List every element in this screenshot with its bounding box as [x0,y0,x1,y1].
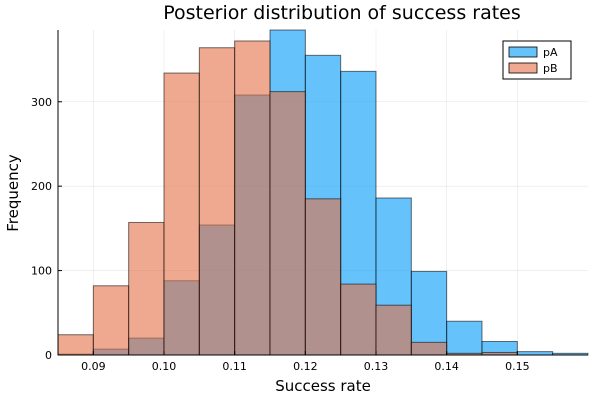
legend: pA pB [502,40,572,80]
bar-pB-4 [198,47,236,356]
tick-labels: 0.09 0.10 0.11 0.12 0.13 0.14 0.15 0 100 200 300 [31,96,530,373]
y-tick-label: 200 [31,180,52,193]
y-axis-label: Frequency [4,154,22,232]
x-tick-label: 0.11 [222,360,247,373]
y-tick-label: 300 [31,96,52,109]
bar-pB-1 [92,285,130,356]
x-tick-label: 0.12 [293,360,318,373]
bar-pB-10 [410,341,448,356]
bar-pB-3 [163,72,200,356]
bar-pB-5 [234,40,271,356]
histogram-bars [57,29,589,356]
x-tick-label: 0.10 [152,360,177,373]
axes [57,30,588,356]
legend-label-pA: pA [543,46,558,59]
legend-swatch-pB [508,62,538,74]
legend-swatch-pA [508,46,538,58]
x-axis-label: Success rate [275,377,371,395]
x-tick-label: 0.15 [505,360,530,373]
legend-label-pB: pB [543,62,558,75]
bar-pA-13 [516,351,554,356]
chart-title: Posterior distribution of success rates [163,2,521,24]
x-tick-label: 0.09 [81,360,106,373]
bar-pA-10 [410,270,448,356]
y-tick-label: 100 [31,265,52,278]
bar-pB-6 [269,91,306,356]
y-tick-label: 0 [45,349,52,362]
bar-pB-7 [304,198,342,356]
bar-pB-8 [340,283,377,356]
x-tick-label: 0.14 [434,360,459,373]
bar-pB-0 [57,334,94,356]
bar-pA-11 [446,320,483,356]
bar-pB-2 [128,221,165,356]
bar-pB-9 [375,304,412,356]
x-tick-label: 0.13 [364,360,389,373]
